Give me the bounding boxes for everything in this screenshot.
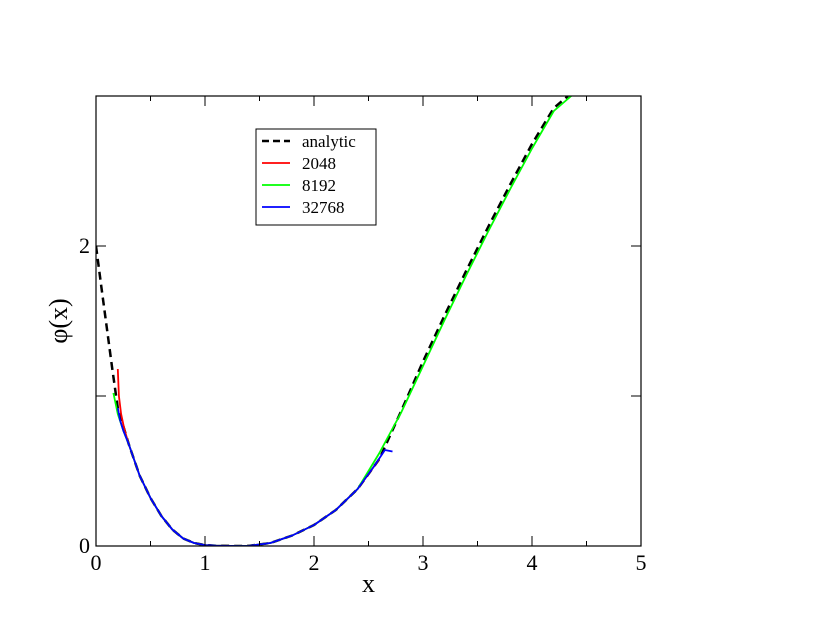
x-tick-label: 0 (91, 550, 102, 575)
ticks-layer: 0 1 2 3 4 5 0 2 (79, 96, 647, 575)
y-tick-label: 2 (79, 233, 90, 258)
legend-label: 8192 (302, 176, 336, 195)
y-axis-title: φ(x) (44, 298, 73, 343)
legend: analytic 2048 8192 32768 (255, 128, 377, 226)
x-tick-label: 4 (527, 550, 538, 575)
legend-label: analytic (302, 132, 356, 151)
legend-label: 2048 (302, 154, 336, 173)
x-tick-label: 3 (418, 550, 429, 575)
y-tick-label: 0 (79, 533, 90, 558)
series-line-0 (96, 96, 569, 546)
x-tick-label: 2 (309, 550, 320, 575)
x-axis-title: x (362, 569, 375, 598)
legend-label: 32768 (302, 198, 345, 217)
legend-box (255, 128, 377, 226)
x-tick-label: 5 (636, 550, 647, 575)
x-tick-label: 1 (200, 550, 211, 575)
